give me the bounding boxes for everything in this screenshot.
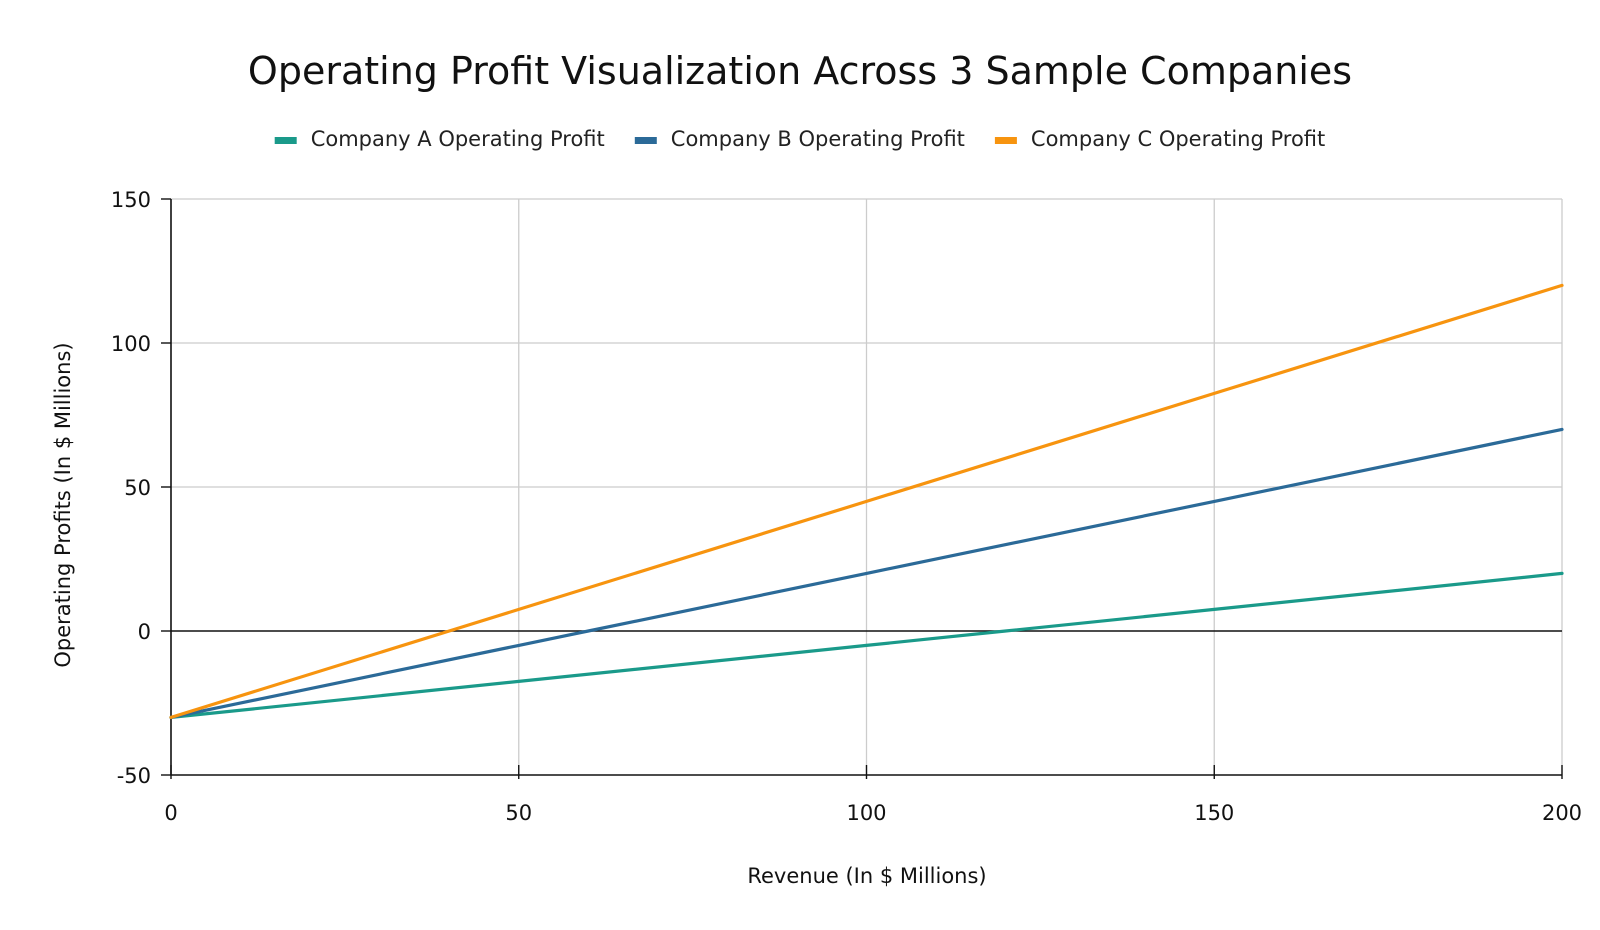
legend-item-b: Company B Operating Profit: [634, 127, 965, 151]
y-axis-title: Operating Profits (In $ Millions): [51, 342, 75, 667]
x-tick-label: 100: [846, 801, 886, 825]
y-tick-label: -50: [117, 764, 151, 788]
axes: [161, 198, 1563, 779]
x-tick-label: 150: [1194, 801, 1234, 825]
x-tick-label: 200: [1542, 801, 1582, 825]
legend-label: Company A Operating Profit: [311, 127, 605, 151]
y-tick-label: 150: [111, 188, 151, 212]
series-line-a: [169, 571, 1564, 720]
legend-label: Company B Operating Profit: [671, 127, 965, 151]
x-axis-title: Revenue (In $ Millions): [747, 864, 986, 888]
chart-title: Operating Profit Visualization Across 3 …: [248, 49, 1352, 93]
tick-labels: -50 0 50 100 150 0 50 100 150 200: [111, 188, 1582, 825]
legend: Company A Operating Profit Company B Oper…: [274, 127, 1325, 151]
legend-swatch: [634, 137, 657, 144]
x-tick-label: 50: [505, 801, 532, 825]
legend-item-c: Company C Operating Profit: [994, 127, 1325, 151]
y-tick-label: 50: [124, 476, 151, 500]
legend-item-a: Company A Operating Profit: [274, 127, 605, 151]
x-tick-label: 0: [164, 801, 177, 825]
legend-label: Company C Operating Profit: [1031, 127, 1325, 151]
series-line-b: [169, 427, 1564, 720]
legend-swatch: [994, 137, 1017, 144]
series-lines: [169, 283, 1564, 720]
gridlines: [171, 198, 1563, 775]
y-tick-label: 0: [138, 620, 151, 644]
legend-swatch: [274, 137, 297, 144]
series-line-c: [169, 283, 1564, 720]
y-tick-label: 100: [111, 332, 151, 356]
